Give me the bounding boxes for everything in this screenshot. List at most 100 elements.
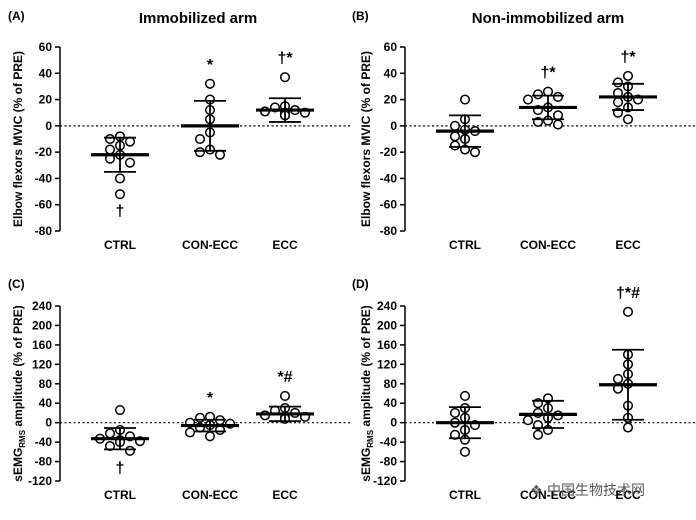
group-con-ecc: CON-ECC * <box>181 390 239 502</box>
category-label: CON-ECC <box>182 238 238 252</box>
group-ecc: ECC *# <box>256 369 314 502</box>
panel-letter: (D) <box>352 277 369 291</box>
significance-above: †* <box>540 65 556 82</box>
group-ctrl: CTRL † <box>91 131 149 252</box>
y-tick-label: 40 <box>384 66 398 80</box>
y-axis-title: sEMGRMS amplitude (% of PRE) <box>359 305 375 481</box>
y-tick-label: 40 <box>39 66 53 80</box>
group-ctrl: CTRL † <box>91 404 149 502</box>
data-point <box>552 119 564 130</box>
data-point <box>194 147 206 158</box>
y-axis-title: Elbow flexors MVIC (% of PRE) <box>11 51 25 227</box>
data-point <box>204 431 216 442</box>
y-tick-label: 120 <box>32 357 52 371</box>
data-point <box>449 131 461 142</box>
data-point <box>194 133 206 145</box>
data-point <box>104 144 116 155</box>
significance-above: †*# <box>616 285 640 302</box>
significance-above: * <box>207 390 214 407</box>
group-ecc: ECC †* <box>256 50 314 252</box>
group-ctrl: CTRL <box>436 94 494 252</box>
y-tick-label: -120 <box>373 474 397 488</box>
data-point <box>542 86 554 97</box>
category-label: CTRL <box>104 238 136 252</box>
y-tick-label: -80 <box>380 455 398 469</box>
data-point <box>622 422 634 433</box>
y-axis-title-sub: RMS <box>18 429 27 447</box>
y-tick-label: -40 <box>35 435 53 449</box>
significance-below: † <box>116 203 125 220</box>
watermark-text: 中国生物技术网 <box>547 483 646 499</box>
data-point <box>522 415 534 426</box>
data-point <box>449 407 461 418</box>
data-point <box>104 133 116 145</box>
category-label: ECC <box>272 238 298 252</box>
data-point <box>612 373 624 384</box>
data-point <box>532 429 544 440</box>
data-point <box>552 110 564 121</box>
category-label: ECC <box>272 488 298 502</box>
group-ecc: ECC †* <box>599 49 657 252</box>
data-point <box>104 428 116 439</box>
data-point <box>532 89 544 100</box>
y-tick-label: 40 <box>384 396 398 410</box>
data-point <box>279 390 291 401</box>
y-tick-label: -80 <box>380 224 398 238</box>
y-tick-label: 120 <box>377 357 397 371</box>
data-point <box>522 94 534 105</box>
panel-letter: (B) <box>352 9 369 23</box>
panel-b: (B) Non-immobilized arm 60 40 20 0 -20 -40 -60 -8… <box>352 9 695 252</box>
y-axis-title-main: sEMG <box>11 448 25 482</box>
y-tick-label: 80 <box>39 377 53 391</box>
data-point <box>204 78 216 89</box>
data-point <box>552 91 564 102</box>
y-tick-label: 160 <box>32 338 52 352</box>
y-axis-title-main: sEMG <box>359 448 373 482</box>
panel-title: Non-immobilized arm <box>472 10 625 27</box>
panel-a: (A) Immobilized arm 60 40 20 0 -20 -40 -60 -80 Elb… <box>8 9 350 252</box>
y-tick-label: 200 <box>377 318 397 332</box>
y-tick-label: -60 <box>35 198 53 212</box>
y-axis-title: sEMGRMS amplitude (% of PRE) <box>11 305 27 481</box>
y-tick-label: 200 <box>32 318 52 332</box>
y-tick-label: 20 <box>384 93 398 107</box>
data-point <box>449 140 461 151</box>
panel-title: Immobilized arm <box>139 10 257 27</box>
y-tick-label: 240 <box>377 299 397 313</box>
data-point <box>214 149 226 160</box>
category-label: ECC <box>615 488 641 502</box>
y-tick-label: 60 <box>384 40 398 54</box>
group-ecc: ECC †*# <box>599 285 657 502</box>
y-tick-label: -80 <box>35 455 53 469</box>
y-tick-label: 60 <box>39 40 53 54</box>
group-con-ecc: CON-ECC <box>519 393 577 502</box>
group-con-ecc: CON-ECC * <box>181 57 239 252</box>
y-tick-label: 80 <box>384 377 398 391</box>
y-tick-label: -60 <box>380 198 398 212</box>
panel-letter: (C) <box>8 277 25 291</box>
group-con-ecc: CON-ECC †* <box>519 65 577 252</box>
data-point <box>114 404 126 416</box>
y-tick-label: 0 <box>390 416 397 430</box>
data-point <box>622 306 634 317</box>
data-point <box>612 97 624 108</box>
data-point <box>459 94 471 105</box>
panel-letter: (A) <box>8 9 25 23</box>
data-point <box>279 72 291 83</box>
y-axis-title-rest: amplitude (% of PRE) <box>11 305 25 430</box>
data-point <box>114 189 126 200</box>
data-point <box>449 120 461 131</box>
group-ctrl: CTRL <box>436 390 494 502</box>
data-point <box>622 114 634 125</box>
watermark: ❖ 中国生物技术网 <box>530 480 645 500</box>
significance-above: †* <box>620 49 636 66</box>
data-point <box>114 173 126 184</box>
y-tick-label: 160 <box>377 338 397 352</box>
significance-above: * <box>207 57 214 74</box>
y-tick-label: -20 <box>35 145 53 159</box>
data-point <box>184 427 196 438</box>
category-label: CTRL <box>104 488 136 502</box>
y-axis-title: Elbow flexors MVIC (% of PRE) <box>359 51 373 227</box>
